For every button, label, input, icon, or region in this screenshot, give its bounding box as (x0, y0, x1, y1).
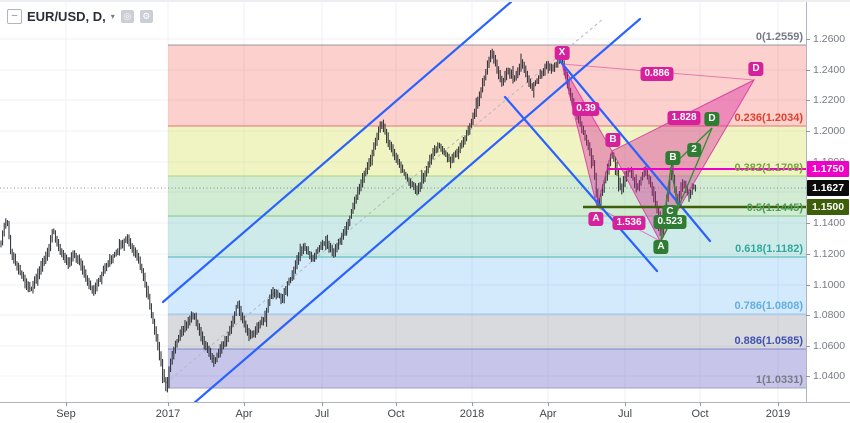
gridlines (0, 2, 806, 402)
price-axis[interactable] (806, 2, 850, 402)
trend-channel-lines[interactable] (161, 2, 712, 422)
chevron-down-icon[interactable]: ▾ (110, 12, 115, 21)
fib-retracement-bands[interactable] (168, 44, 806, 389)
symbol-title[interactable]: EUR/USD, D, (27, 9, 106, 24)
time-axis[interactable] (0, 402, 850, 423)
collapse-icon[interactable]: – (7, 9, 22, 24)
dashed-trendline[interactable] (165, 18, 604, 384)
gear-icon[interactable]: ⚙ (139, 10, 153, 23)
eye-icon[interactable]: ◎ (120, 10, 134, 23)
candlestick-series[interactable] (0, 48, 696, 393)
symbol-legend: – EUR/USD, D, ▾ ◎ ⚙ (7, 9, 153, 24)
